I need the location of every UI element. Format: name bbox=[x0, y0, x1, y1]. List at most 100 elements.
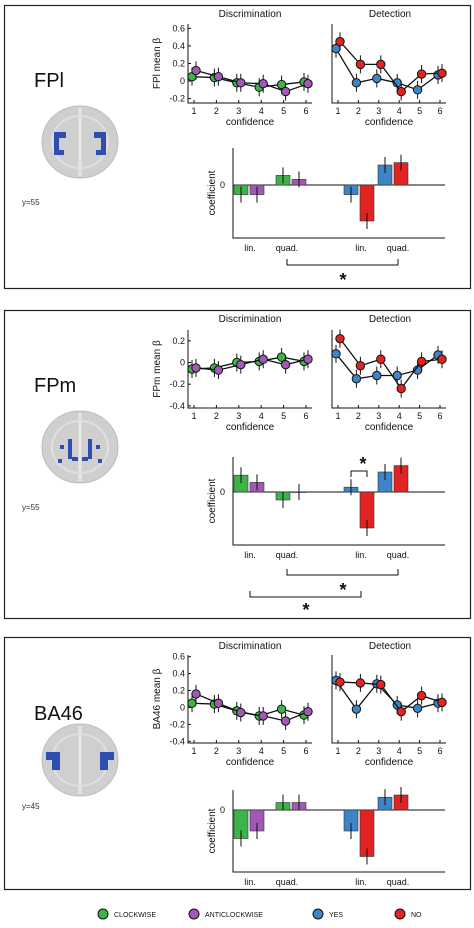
data-point-anticlockwise bbox=[303, 706, 313, 717]
data-point-anticlockwise bbox=[280, 86, 291, 97]
x-tick-label: 1 bbox=[191, 411, 196, 421]
x-tick-label: 4 bbox=[259, 746, 264, 756]
data-point-no bbox=[376, 679, 386, 690]
x-tick-label: 2 bbox=[214, 106, 219, 116]
panel-fpm: FPm y=55 Discrimination Detection FPm mean β… bbox=[3, 309, 472, 620]
axes-discrimination bbox=[187, 330, 312, 409]
x-tick-label: 2 bbox=[356, 411, 361, 421]
brain-slice-icon bbox=[41, 410, 119, 484]
x-tick-label: 4 bbox=[397, 746, 402, 756]
brain-slice-icon bbox=[41, 105, 119, 179]
bar-axes bbox=[232, 790, 445, 873]
y-tick-label: 0.6 bbox=[172, 652, 185, 662]
data-point-anticlockwise bbox=[258, 78, 268, 89]
x-tick-label: 5 bbox=[417, 411, 422, 421]
y-tick-label: -0.4 bbox=[169, 401, 185, 411]
data-point-no bbox=[437, 354, 447, 364]
data-point-no bbox=[376, 59, 386, 70]
bar-zero-label: 0 bbox=[220, 487, 225, 497]
slice-coordinate: y=55 bbox=[22, 198, 40, 207]
data-point-yes bbox=[372, 370, 382, 381]
roi-patch bbox=[100, 752, 114, 760]
data-point-no bbox=[355, 678, 366, 688]
x-tick-label: 1 bbox=[335, 106, 340, 116]
x-tick-label: 6 bbox=[437, 106, 442, 116]
x-tick-label: 5 bbox=[417, 106, 422, 116]
x-tick-label: 1 bbox=[191, 746, 196, 756]
x-tick-label: 5 bbox=[281, 411, 286, 421]
axes-detection bbox=[331, 655, 446, 744]
title-detection: Detection bbox=[369, 9, 411, 20]
bar-y-axis-label: coefficient bbox=[207, 170, 218, 215]
x-tick-label: 2 bbox=[214, 746, 219, 756]
roi-patch bbox=[54, 138, 59, 152]
x-axis-label: confidence bbox=[365, 422, 414, 433]
bar-label-quad: quad. bbox=[387, 550, 410, 560]
roi-patch bbox=[94, 132, 106, 138]
x-tick-label: 5 bbox=[417, 746, 422, 756]
bar-label-quad: quad. bbox=[276, 877, 299, 887]
x-axis-label: confidence bbox=[365, 757, 414, 768]
x-axis-label: confidence bbox=[226, 422, 275, 433]
x-tick-label: 5 bbox=[281, 746, 286, 756]
y-tick-label: 0.2 bbox=[172, 59, 185, 69]
x-tick-label: 6 bbox=[303, 746, 308, 756]
title-discrimination: Discrimination bbox=[219, 9, 282, 20]
significance-bracket bbox=[249, 591, 362, 598]
y-tick-label: 0 bbox=[180, 76, 185, 86]
roi-patch bbox=[96, 445, 100, 449]
slice-coordinate: y=55 bbox=[22, 503, 40, 512]
x-tick-label: 4 bbox=[397, 106, 402, 116]
legend-label-no: NO bbox=[411, 912, 422, 919]
bar-label-lin: lin. bbox=[355, 550, 367, 560]
x-tick-label: 4 bbox=[259, 411, 264, 421]
data-point-yes bbox=[372, 73, 382, 84]
x-tick-label: 6 bbox=[437, 746, 442, 756]
y-tick-label: 0.2 bbox=[172, 686, 185, 696]
y-axis-label: FPl mean β bbox=[152, 38, 163, 90]
brain-slice-icon bbox=[41, 723, 119, 797]
bar-label-quad: quad. bbox=[387, 243, 410, 253]
x-axis-label: confidence bbox=[365, 117, 414, 128]
roi-patch bbox=[54, 150, 64, 155]
data-point-no bbox=[335, 677, 345, 687]
data-point-anticlockwise bbox=[191, 363, 201, 373]
panel-fpl: FPl y=55 Discrimination Detection FPl mean β… bbox=[3, 4, 472, 290]
y-tick-label: 0.4 bbox=[172, 41, 185, 51]
data-point-anticlockwise bbox=[236, 78, 246, 88]
data-point-no bbox=[437, 697, 447, 708]
data-point-no bbox=[355, 59, 366, 70]
bar-label-lin: lin. bbox=[244, 243, 256, 253]
brain-inner-fold bbox=[51, 420, 109, 474]
legend-label-clockwise: CLOCKWISE bbox=[114, 912, 156, 919]
data-point-yes bbox=[351, 704, 362, 714]
legend-marker-no bbox=[394, 908, 406, 920]
data-point-yes bbox=[412, 85, 423, 95]
x-tick-label: 3 bbox=[376, 746, 381, 756]
y-tick-label: 0.2 bbox=[172, 336, 185, 346]
data-point-no bbox=[335, 333, 345, 344]
x-tick-label: 6 bbox=[303, 106, 308, 116]
legend-label-yes: YES bbox=[329, 912, 343, 919]
title-detection: Detection bbox=[369, 314, 411, 325]
roi-patch bbox=[68, 439, 72, 459]
significance-bracket bbox=[350, 470, 368, 477]
panel-border bbox=[3, 4, 472, 290]
bar-label-quad: quad. bbox=[387, 877, 410, 887]
data-point-anticlockwise bbox=[213, 365, 224, 375]
panel-ba46: BA46 y=45 Discrimination Detection BA46 mean… bbox=[3, 636, 472, 891]
y-tick-label: 0.4 bbox=[172, 669, 185, 679]
roi-patch bbox=[98, 459, 102, 463]
data-point-no bbox=[396, 86, 406, 97]
data-point-yes bbox=[351, 78, 362, 88]
roi-patch bbox=[52, 760, 60, 770]
significance-star: * bbox=[339, 580, 346, 600]
x-tick-label: 2 bbox=[214, 411, 219, 421]
data-point-anticlockwise bbox=[303, 354, 313, 364]
legend-label-anticlockwise: ANTICLOCKWISE bbox=[205, 912, 263, 919]
x-tick-label: 1 bbox=[191, 106, 196, 116]
x-tick-label: 3 bbox=[236, 411, 241, 421]
x-tick-label: 4 bbox=[259, 106, 264, 116]
y-tick-label: 0.6 bbox=[172, 23, 185, 33]
